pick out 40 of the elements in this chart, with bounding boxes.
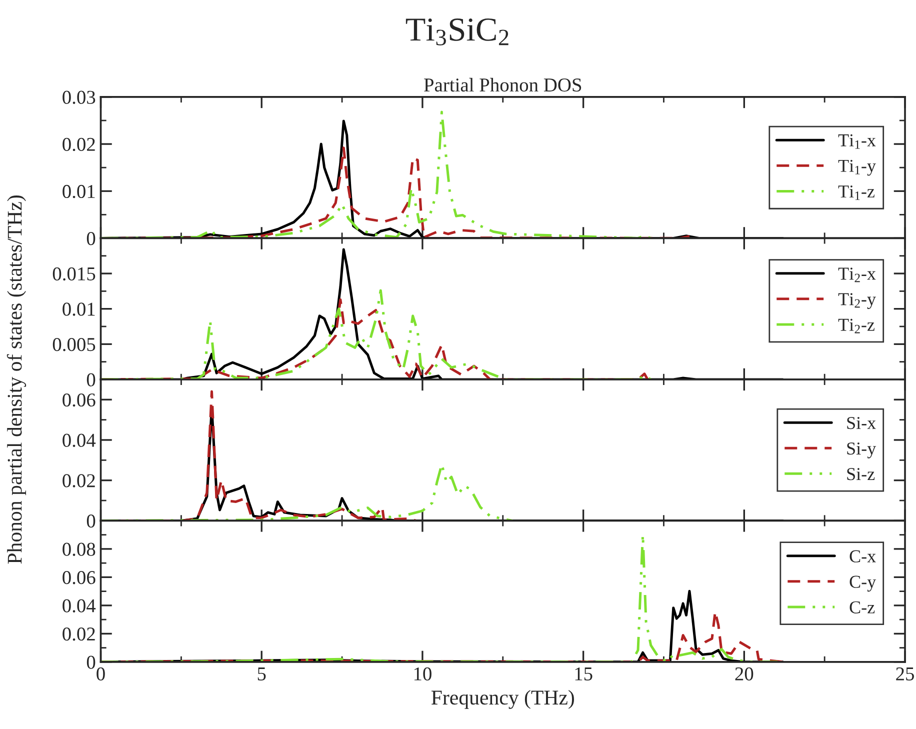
y-tick-label: 0.015 xyxy=(52,267,96,281)
legend-label: Si-y xyxy=(847,442,876,458)
legend-label: Si-z xyxy=(847,468,875,480)
legend-label: Si-x xyxy=(847,416,876,430)
chart-subtitle: Partial Phonon DOS xyxy=(424,78,582,92)
y-tick-label: 0.08 xyxy=(62,542,96,556)
y-tick-label: 0.005 xyxy=(52,338,96,352)
legend-label: Ti$_{1}$-z xyxy=(838,185,874,200)
x-tick-label: 0 xyxy=(96,667,105,680)
y-tick-label: 0 xyxy=(86,373,96,386)
x-tick-label: 5 xyxy=(258,668,266,680)
x-tick-label: 25 xyxy=(896,667,914,680)
y-tick-label: 0 xyxy=(86,232,96,246)
legend-label: Ti$_{1}$-x xyxy=(838,134,876,149)
y-tick-label: 0.06 xyxy=(62,393,96,407)
x-tick-label: 10 xyxy=(414,667,432,680)
y-tick-label: 0 xyxy=(86,514,96,528)
y-tick-label: 0.06 xyxy=(62,571,96,584)
line-series xyxy=(100,110,652,238)
legend-label: Ti$_{1}$-y xyxy=(838,160,876,176)
legend-label: C-x xyxy=(850,550,876,562)
y-tick-label: 0.01 xyxy=(62,184,95,198)
x-tick-label: 20 xyxy=(735,667,754,680)
x-tick-label: 15 xyxy=(575,667,592,680)
y-tick-label: 0 xyxy=(86,656,96,669)
y-tick-label: 0.02 xyxy=(62,628,95,641)
y-tick-label: 0.04 xyxy=(62,599,96,612)
text: Ti$_{2}$-x xyxy=(838,268,876,282)
legend-label: C-y xyxy=(850,576,876,592)
y-tick-label: 0.01 xyxy=(62,302,95,316)
y-tick-label: 0.03 xyxy=(62,90,96,104)
y-tick-label: 0.02 xyxy=(62,138,95,152)
text: Ti$_{2}$-z xyxy=(838,318,874,334)
y-tick-label: 0.02 xyxy=(62,474,95,488)
legend-label: C-z xyxy=(850,601,875,614)
text: Ti$_{2}$-y xyxy=(838,293,876,309)
x-axis-title: Frequency (THz) xyxy=(431,690,574,709)
y-axis-title: Phonon partial density of states (states/THz) xyxy=(6,196,26,564)
y-tick-label: 0.04 xyxy=(62,434,96,447)
chart-title: Ti$_{3}$SiC$_{2}$ xyxy=(406,18,508,46)
